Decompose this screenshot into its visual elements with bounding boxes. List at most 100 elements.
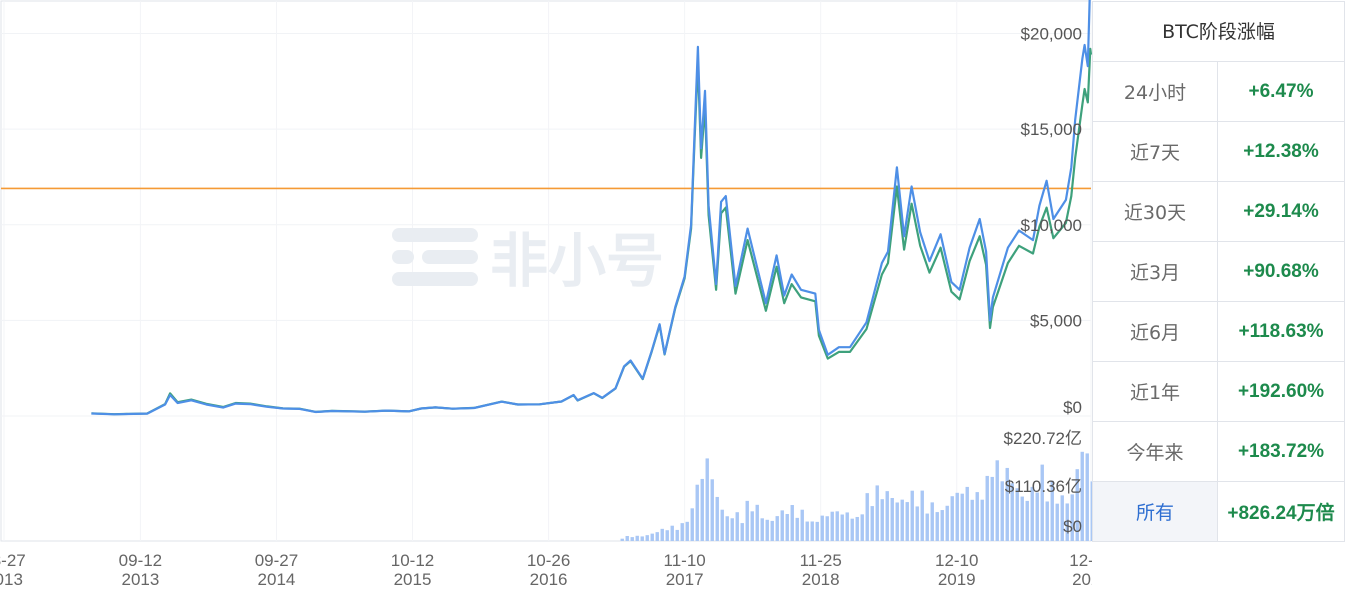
price-tick-label: $10,000	[1021, 216, 1082, 235]
volume-tick-label: $110.36亿	[1005, 477, 1082, 496]
year-tick-label: 2018	[802, 570, 840, 589]
stat-change-value: +29.14%	[1243, 200, 1319, 222]
year-tick-label: 2013	[121, 570, 159, 589]
stat-row-7d: 近7天 +12.38%	[1093, 122, 1344, 182]
volume-bar	[725, 516, 729, 541]
volume-bar	[820, 515, 824, 541]
volume-bar	[995, 460, 999, 541]
volume-bar	[1075, 469, 1079, 541]
stat-period-label: 近1年	[1093, 362, 1218, 421]
stat-period-label: 近3月	[1093, 242, 1218, 301]
btc-price-chart[interactable]: 非小号 $0 $5,000 $10,000 $15,000 $20,000 $0 $110…	[0, 0, 1092, 593]
volume-bar	[695, 484, 699, 541]
volume-bar	[620, 538, 624, 541]
price-tick-label: $5,000	[1030, 311, 1082, 330]
volume-bar	[685, 521, 689, 541]
volume-bar	[630, 537, 634, 541]
volume-bar	[645, 535, 649, 541]
date-axis-labels: 08-27201309-12201309-27201410-12201510-2…	[0, 551, 1092, 589]
date-tick-label: 11-25	[800, 551, 842, 570]
stat-row-all[interactable]: 所有 +826.24万倍	[1093, 482, 1344, 542]
year-tick-label: 2019	[938, 570, 976, 589]
stat-change-value: +6.47%	[1248, 80, 1314, 102]
feixiaohao-watermark: 非小号	[392, 227, 664, 295]
price-lines	[91, 0, 1092, 416]
volume-bar	[1030, 486, 1034, 541]
volume-axis-labels: $0 $110.36亿 $220.72亿	[1004, 429, 1082, 536]
volume-bar	[885, 491, 889, 541]
volume-bar	[785, 514, 789, 541]
volume-bar	[665, 530, 669, 541]
volume-bar	[705, 458, 709, 541]
volume-bar	[735, 512, 739, 541]
volume-bar	[895, 502, 899, 541]
stat-row-6m: 近6月 +118.63%	[1093, 302, 1344, 362]
volume-bar	[840, 514, 844, 541]
volume-bar	[1055, 503, 1059, 541]
volume-bars	[620, 451, 1092, 541]
watermark-text: 非小号	[490, 227, 664, 295]
volume-bar	[655, 532, 659, 541]
volume-bar	[1010, 483, 1014, 541]
volume-bar	[935, 512, 939, 541]
volume-tick-label: $0	[1063, 517, 1082, 536]
volume-bar	[905, 502, 909, 541]
year-tick-label: 2020	[1072, 570, 1092, 589]
volume-bar	[640, 536, 644, 541]
date-tick-label: 09-27	[255, 551, 298, 570]
volume-bar	[900, 499, 904, 541]
volume-bar	[865, 493, 869, 541]
volume-bar	[940, 510, 944, 541]
stat-row-30d: 近30天 +29.14%	[1093, 182, 1344, 242]
volume-bar	[770, 520, 774, 541]
stat-period-label: 今年来	[1093, 422, 1218, 481]
volume-bar	[740, 523, 744, 541]
volume-bar	[795, 517, 799, 541]
volume-bar	[1025, 500, 1029, 541]
volume-bar	[915, 506, 919, 541]
price-tick-label: $20,000	[1021, 25, 1082, 44]
year-tick-label: 2016	[530, 570, 568, 589]
stat-row-1y: 近1年 +192.60%	[1093, 362, 1344, 422]
volume-bar	[690, 508, 694, 541]
volume-bar	[720, 509, 724, 541]
date-tick-label: 10-12	[391, 551, 434, 570]
price-axis-labels: $0 $5,000 $10,000 $15,000 $20,000	[1021, 25, 1082, 417]
stat-row-ytd: 今年来 +183.72%	[1093, 422, 1344, 482]
volume-bar	[765, 519, 769, 541]
volume-bar	[850, 518, 854, 541]
volume-bar	[990, 476, 994, 541]
volume-bar	[950, 496, 954, 541]
watermark-logo-icon	[392, 228, 478, 286]
volume-bar	[635, 535, 639, 541]
volume-bar	[1065, 503, 1069, 541]
price-tick-label: $0	[1063, 398, 1082, 417]
volume-bar	[750, 511, 754, 541]
volume-bar	[920, 490, 924, 541]
volume-bar	[845, 512, 849, 541]
year-tick-label: 2017	[666, 570, 704, 589]
stat-period-label: 近6月	[1093, 302, 1218, 361]
volume-bar	[760, 518, 764, 541]
volume-bar	[680, 523, 684, 541]
stat-change-value: +183.72%	[1237, 440, 1325, 462]
chart-grid	[0, 0, 1092, 542]
volume-bar	[870, 506, 874, 541]
volume-bar	[860, 514, 864, 541]
volume-bar	[930, 502, 934, 541]
volume-bar	[700, 478, 704, 541]
volume-bar	[805, 521, 809, 541]
stat-row-3m: 近3月 +90.68%	[1093, 242, 1344, 302]
stat-period-label: 近30天	[1093, 182, 1218, 241]
volume-bar	[1000, 481, 1004, 541]
volume-bar	[780, 510, 784, 541]
year-tick-label: 2015	[394, 570, 432, 589]
volume-bar	[1085, 453, 1089, 541]
volume-bar	[970, 499, 974, 541]
volume-bar	[715, 496, 719, 541]
volume-bar	[965, 486, 969, 541]
stat-period-all-link[interactable]: 所有	[1093, 482, 1218, 541]
volume-bar	[1040, 464, 1044, 541]
stat-change-value: +12.38%	[1243, 140, 1319, 162]
volume-bar	[980, 499, 984, 541]
